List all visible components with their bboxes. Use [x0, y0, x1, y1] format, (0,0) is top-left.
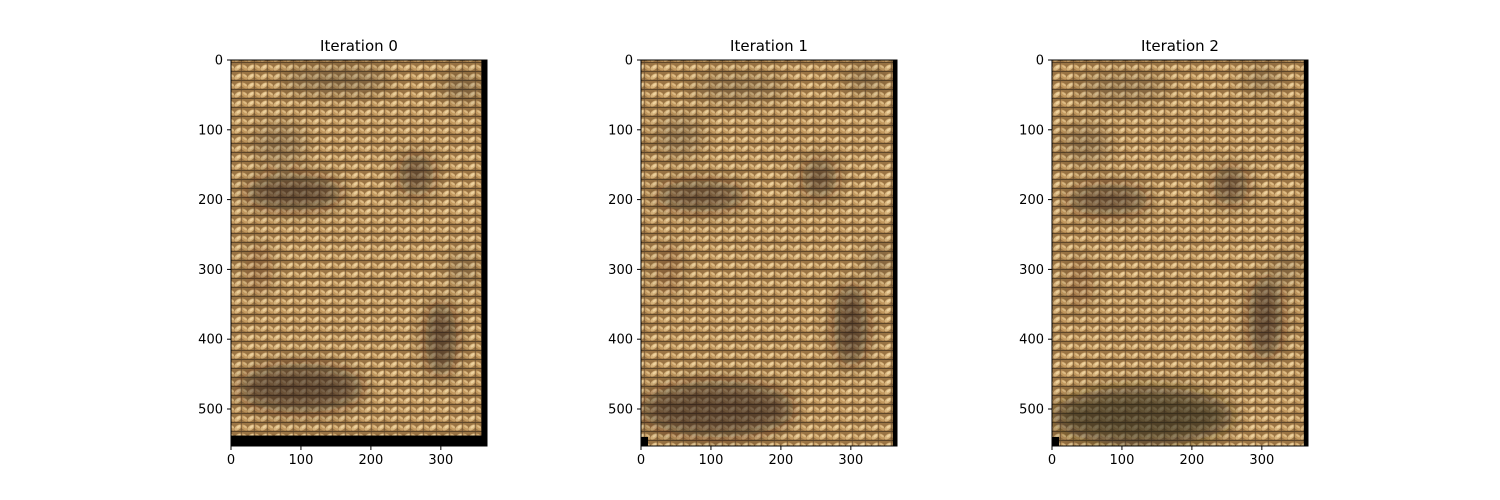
shade-region	[866, 244, 892, 280]
shade-region	[1212, 166, 1248, 206]
y-tick-label: 500	[1019, 403, 1044, 418]
shade-region	[1065, 184, 1150, 215]
shading	[641, 70, 892, 437]
y-tick-label: 100	[1019, 123, 1044, 138]
y-tick-label: 0	[1036, 54, 1044, 69]
x-tick-label: 100	[699, 453, 724, 468]
y-tick-label: 400	[198, 333, 223, 348]
shading	[1052, 70, 1299, 446]
y-tick-label: 500	[198, 403, 223, 418]
x-tick-label: 300	[428, 453, 453, 468]
shade-region	[425, 300, 457, 378]
shade-region	[1248, 276, 1283, 361]
shade-region	[1242, 70, 1282, 92]
x-tick-label: 0	[637, 453, 645, 468]
x-tick-label: 200	[358, 453, 383, 468]
subplot-2: Iteration 2 0 100 200 300 0 100 200 300 400 500	[1019, 37, 1309, 468]
black-corner-block	[641, 436, 648, 446]
image-content	[641, 60, 897, 446]
weave-texture	[1052, 60, 1308, 446]
shade-region	[1065, 255, 1094, 312]
y-tick-label: 100	[608, 123, 633, 138]
shade-region	[251, 122, 308, 165]
x-tick-label: 0	[1048, 453, 1056, 468]
y-tick-label: 200	[1019, 193, 1044, 208]
black-border-right	[892, 60, 897, 446]
shade-region	[641, 381, 795, 437]
y-tick-label: 500	[608, 403, 633, 418]
y-tick-label: 400	[1019, 333, 1044, 348]
x-tick-label: 100	[1110, 453, 1135, 468]
axes-frame	[230, 59, 488, 447]
shade-region	[1052, 386, 1234, 446]
shading	[237, 68, 483, 413]
shade-region	[1062, 122, 1112, 165]
shade-region	[398, 154, 434, 197]
subplot-0: Iteration 0 0 100 200 300 0 100 200 300 400 500	[198, 37, 488, 468]
shade-region	[834, 283, 868, 368]
y-tick-label: 300	[1019, 263, 1044, 278]
y-tick-label: 300	[198, 263, 223, 278]
x-tick-label: 200	[1179, 453, 1204, 468]
shade-region	[845, 70, 885, 92]
y-tick-label: 0	[215, 54, 223, 69]
x-tick-label: 200	[768, 453, 793, 468]
x-tick-label: 0	[227, 453, 235, 468]
y-tick-label: 100	[198, 123, 223, 138]
axes-frame	[640, 59, 898, 447]
shade-region	[1072, 75, 1171, 101]
shade-region	[654, 180, 746, 212]
shade-region	[237, 363, 364, 413]
shade-region	[244, 175, 343, 211]
shade-region	[801, 159, 837, 199]
shade-region	[279, 68, 392, 94]
subplot-1: Iteration 1 0 100 200 300 0 100 200 300 400 500	[608, 37, 898, 468]
shade-region	[654, 115, 704, 158]
black-border-bottom	[231, 435, 487, 446]
subplot-title: Iteration 0	[320, 37, 398, 55]
y-tick-label: 300	[608, 263, 633, 278]
shade-region	[689, 75, 788, 101]
shade-region	[654, 241, 683, 298]
shade-region	[447, 251, 476, 287]
black-border-right	[481, 60, 487, 446]
image-content	[231, 60, 487, 446]
black-border-right	[1303, 60, 1308, 446]
shade-region	[244, 241, 273, 298]
shade-region	[1273, 251, 1299, 287]
black-corner-block	[1052, 436, 1059, 446]
y-tick-label: 400	[608, 333, 633, 348]
x-tick-label: 300	[1249, 453, 1274, 468]
axes-frame	[1051, 59, 1309, 447]
x-tick-label: 100	[289, 453, 314, 468]
subplot-title: Iteration 2	[1141, 37, 1219, 55]
y-tick-label: 200	[608, 193, 633, 208]
image-content	[1052, 60, 1308, 446]
subplot-title: Iteration 1	[730, 37, 808, 55]
y-tick-label: 0	[625, 54, 633, 69]
x-tick-label: 300	[838, 453, 863, 468]
y-tick-label: 200	[198, 193, 223, 208]
shade-region	[440, 77, 483, 99]
